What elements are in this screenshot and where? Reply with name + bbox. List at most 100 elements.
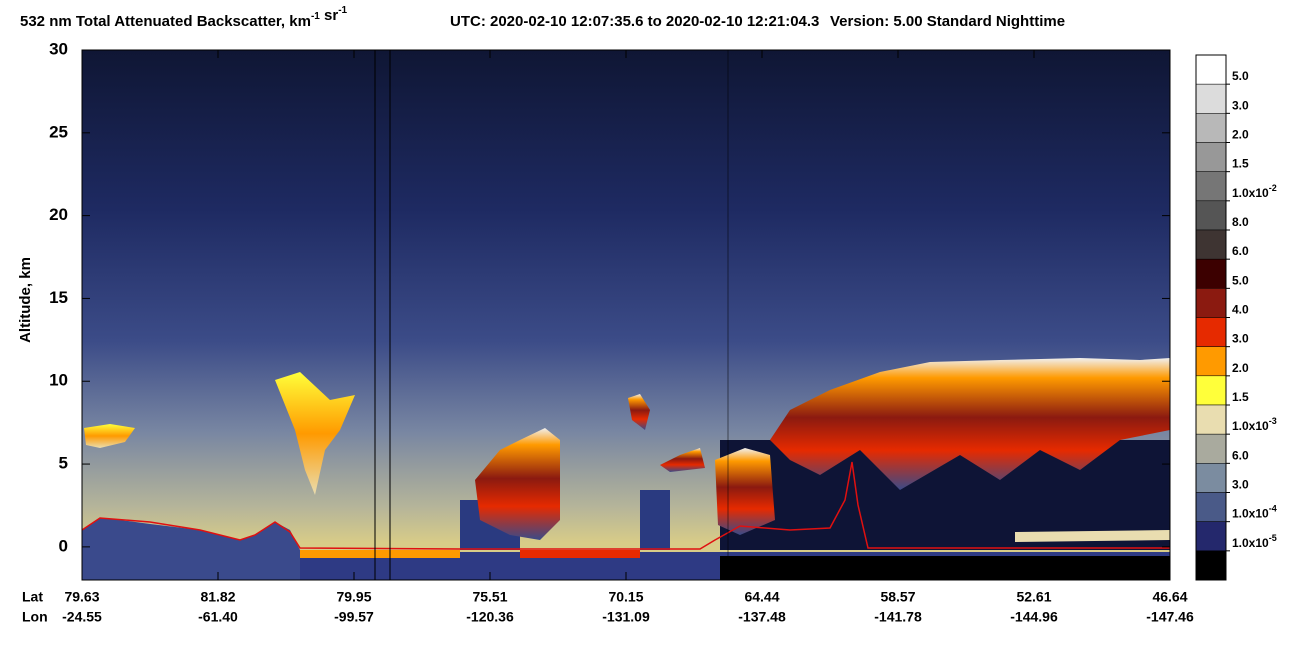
colorbar-swatch (1195, 54, 1227, 85)
y-tick-label: 20 (49, 205, 68, 224)
lon-tick-label: -120.36 (466, 609, 514, 625)
cloud (1015, 530, 1170, 542)
colorbar-swatch (1195, 200, 1227, 231)
colorbar-tick-exponent: -3 (1269, 417, 1277, 427)
cloud (275, 372, 355, 495)
lon-tick-label: -61.40 (198, 609, 238, 625)
colorbar-swatch (1195, 463, 1227, 493)
lon-tick-label: -137.48 (738, 609, 786, 625)
colorbar-swatch (1195, 288, 1227, 318)
colorbar-tick-text: 1.5 (1232, 157, 1249, 171)
lon-tick-label: -144.96 (1010, 609, 1058, 625)
colorbar-swatch (1195, 171, 1227, 202)
colorbar-tick-text: 8.0 (1232, 215, 1249, 229)
colorbar-tick-label: 1.5 (1232, 390, 1249, 404)
colorbar-tick-text: 2.0 (1232, 128, 1249, 142)
colorbar-tick-text: 2.0 (1232, 361, 1249, 375)
colorbar-tick-label: 3.0 (1232, 332, 1249, 346)
lat-tick-label: 70.15 (608, 589, 643, 605)
colorbar-tick-text: 1.0x10 (1232, 186, 1269, 200)
attenuated-region (640, 490, 670, 550)
colorbar-swatch (1195, 550, 1227, 581)
colorbar-swatch (1195, 375, 1227, 406)
colorbar-swatch (1195, 83, 1227, 114)
colorbar-swatch (1195, 346, 1227, 377)
colorbar-swatch (1195, 492, 1227, 522)
lat-tick-label: 58.57 (880, 589, 915, 605)
title-superscript: -1 (311, 11, 320, 22)
colorbar-tick-exponent: -2 (1269, 183, 1277, 193)
utc-range: UTC: 2020-02-10 12:07:35.6 to 2020-02-10… (450, 13, 819, 30)
colorbar-tick-label: 5.0 (1232, 69, 1249, 83)
ground (720, 556, 1170, 580)
colorbar-tick-text: 5.0 (1232, 69, 1249, 83)
lat-label: Lat (22, 589, 43, 605)
colorbar-tick-label: 2.0 (1232, 361, 1249, 375)
colorbar-tick-label: 1.0x10-5 (1232, 533, 1277, 550)
colorbar-swatch (1195, 258, 1227, 289)
colorbar-tick-label: 6.0 (1232, 449, 1249, 463)
cloud (770, 358, 1170, 490)
colorbar-tick-text: 4.0 (1232, 303, 1249, 317)
surface-elevation-line (82, 461, 1170, 550)
colorbar-tick-text: 3.0 (1232, 99, 1249, 113)
colorbar-tick-label: 1.0x10-3 (1232, 417, 1277, 434)
colorbar-tick-text: 1.0x10 (1232, 507, 1269, 521)
lat-tick-label: 46.64 (1152, 589, 1187, 605)
title-text: sr (320, 7, 339, 24)
lon-tick-label: -24.55 (62, 609, 102, 625)
colorbar-tick-label: 3.0 (1232, 99, 1249, 113)
colorbar-swatch (1195, 521, 1227, 552)
cloud (715, 448, 775, 535)
version: Version: 5.00 Standard Nighttime (830, 13, 1065, 30)
title-superscript: -1 (338, 5, 347, 16)
lat-tick-label: 75.51 (472, 589, 507, 605)
colorbar-swatch (1195, 404, 1227, 435)
colorbar-tick-label: 8.0 (1232, 215, 1249, 229)
colorbar-tick-exponent: -5 (1269, 533, 1277, 543)
chart-title: 532 nm Total Attenuated Backscatter, km-… (20, 5, 348, 30)
cloud (84, 424, 135, 448)
cloud (475, 428, 560, 540)
lon-tick-label: -147.46 (1146, 609, 1194, 625)
colorbar-tick-text: 1.0x10 (1232, 536, 1269, 550)
y-axis-label: Altitude, km (17, 257, 34, 343)
lon-tick-label: -99.57 (334, 609, 374, 625)
colorbar-tick-label: 1.0x10-2 (1232, 183, 1277, 200)
lon-tick-label: -131.09 (602, 609, 650, 625)
colorbar-tick-label: 5.0 (1232, 274, 1249, 288)
colorbar-tick-text: 5.0 (1232, 274, 1249, 288)
surface-return (296, 550, 460, 558)
lat-tick-label: 52.61 (1016, 589, 1051, 605)
colorbar-swatch (1195, 142, 1227, 172)
lat-tick-label: 79.95 (336, 589, 371, 605)
colorbar-tick-text: 3.0 (1232, 478, 1249, 492)
y-tick-label: 5 (59, 454, 68, 473)
colorbar-tick-text: 1.0x10 (1232, 419, 1269, 433)
colorbar-tick-label: 1.5 (1232, 157, 1249, 171)
colorbar-tick-label: 3.0 (1232, 478, 1249, 492)
surface-return (520, 550, 640, 558)
ground (82, 518, 300, 580)
y-tick-label: 0 (59, 536, 68, 555)
lon-tick-label: -141.78 (874, 609, 922, 625)
colorbar-swatch (1195, 433, 1227, 464)
colorbar-tick-text: 6.0 (1232, 244, 1249, 258)
colorbar-tick-text: 6.0 (1232, 449, 1249, 463)
colorbar-tick-exponent: -4 (1269, 504, 1277, 514)
lat-tick-label: 64.44 (744, 589, 779, 605)
colorbar-swatch (1195, 229, 1227, 260)
y-tick-label: 30 (49, 39, 68, 58)
colorbar-tick-label: 1.0x10-4 (1232, 504, 1277, 521)
title-text: 532 nm Total Attenuated Backscatter, km (20, 13, 311, 30)
colorbar-swatch (1195, 317, 1227, 347)
curtain-image (82, 50, 1170, 580)
y-tick-label: 10 (49, 371, 68, 390)
colorbar-tick-text: 3.0 (1232, 332, 1249, 346)
y-tick-label: 25 (49, 122, 68, 141)
colorbar-tick-label: 6.0 (1232, 244, 1249, 258)
colorbar-tick-label: 4.0 (1232, 303, 1249, 317)
colorbar-swatch (1195, 113, 1227, 143)
cloud (660, 448, 705, 472)
